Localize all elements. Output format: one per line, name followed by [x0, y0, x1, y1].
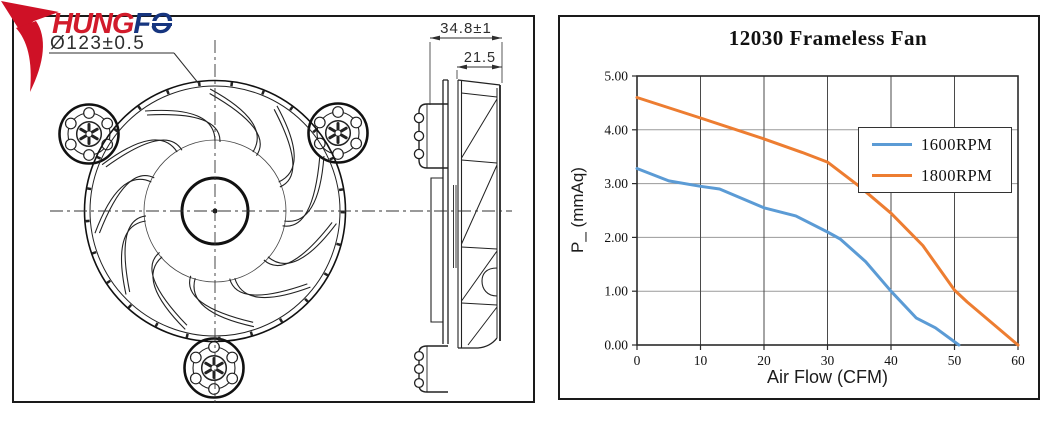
chart-title: 12030 Frameless Fan: [728, 26, 928, 50]
cad-drawing-panel: Ø123±0.5 34.8±1 21.5: [12, 15, 535, 406]
y-axis-label: P_ (mmAq): [568, 167, 587, 253]
x-tick-label: 10: [694, 353, 708, 368]
performance-chart-panel: 12030 Frameless Fan 0.00 1.00 2.00 3.00 4.00…: [558, 15, 1040, 400]
x-axis-label: Air Flow (CFM): [767, 367, 888, 387]
y-tick-label: 1.00: [604, 284, 628, 299]
y-tick-label: 0.00: [604, 338, 628, 353]
dimension-diameter: Ø123±0.5: [49, 33, 200, 85]
x-tick-label: 40: [884, 353, 898, 368]
x-tick-label: 20: [757, 353, 771, 368]
dimension-impeller-width-label: 21.5: [464, 50, 496, 66]
legend-item-1600rpm: 1600RPM: [859, 129, 1011, 160]
mounting-lug: [307, 102, 369, 164]
legend: 1600RPM 1800RPM: [858, 127, 1012, 193]
fan-drawing-svg: Ø123±0.5 34.8±1 21.5: [12, 15, 535, 406]
y-tick-label: 2.00: [604, 230, 628, 245]
dimension-diameter-label: Ø123±0.5: [50, 33, 145, 54]
dimension-impeller-width: 21.5: [456, 50, 502, 79]
legend-line-sample: [872, 174, 912, 177]
y-tick-label: 4.00: [604, 122, 628, 137]
legend-label: 1600RPM: [921, 134, 993, 154]
y-tick-label: 3.00: [604, 176, 628, 191]
chart-plot: 0.00 1.00 2.00 3.00 4.00 5.00 0 10 20 30 40 50 60: [604, 69, 1025, 369]
legend-label: 1800RPM: [921, 165, 993, 185]
series-line-1600rpm: [635, 167, 961, 347]
dimension-depth: 34.8±1: [429, 20, 503, 105]
y-tick-label: 5.00: [604, 69, 628, 84]
x-tick-label: 60: [1011, 353, 1025, 368]
x-tick-label: 50: [948, 353, 962, 368]
plot-border: [636, 75, 1019, 346]
center-lines: [50, 40, 512, 406]
legend-item-1800rpm: 1800RPM: [859, 160, 1011, 191]
legend-line-sample: [872, 143, 912, 146]
x-tick-label: 0: [634, 353, 641, 368]
mounting-lug: [183, 337, 245, 399]
fan-side-view: [413, 79, 501, 393]
x-tick-label: 30: [821, 353, 835, 368]
dimension-depth-label: 34.8±1: [440, 20, 492, 37]
